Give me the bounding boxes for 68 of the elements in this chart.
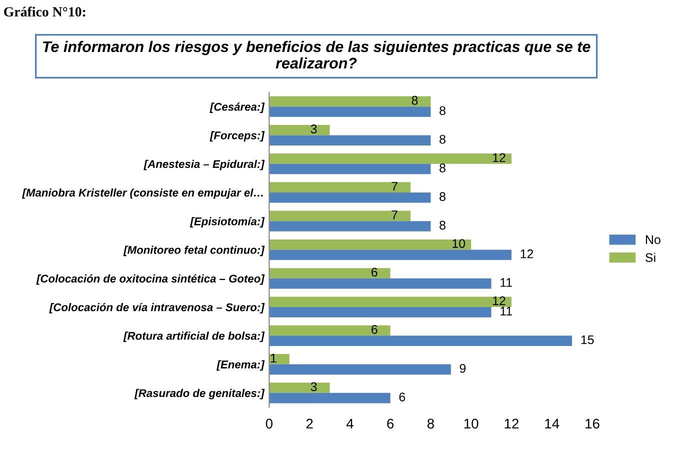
data-label: 15 — [581, 335, 594, 344]
data-label: 11 — [500, 278, 512, 287]
data-label: 6 — [372, 325, 378, 334]
bar — [269, 182, 411, 192]
bar — [269, 96, 431, 107]
bar — [269, 124, 330, 136]
data-label: 9 — [460, 364, 466, 373]
bar — [269, 354, 290, 364]
x-tick-label: 14 — [545, 418, 560, 428]
y-tick-label: [Colocación de oxitocina sintética – Goteo] — [36, 274, 265, 285]
bar — [269, 296, 512, 308]
chart-title: Te informaron los riesgos y beneficios de las siguientes practicas que se te realizaron? — [43, 40, 590, 69]
data-label: 8 — [440, 192, 446, 201]
data-label: 1 — [270, 354, 276, 362]
data-label: 6 — [372, 268, 378, 277]
y-tick-label: [Rasurado de genitales:] — [134, 388, 265, 400]
bar — [269, 154, 512, 164]
bar — [269, 382, 330, 393]
x-tick-label: 4 — [346, 418, 354, 428]
y-tick-label: [Enema:] — [216, 360, 265, 371]
data-label: 8 — [440, 134, 446, 144]
x-tick-label: 16 — [586, 418, 600, 429]
bar — [269, 364, 451, 375]
data-label: 3 — [310, 382, 317, 392]
data-label: 12 — [492, 296, 506, 306]
data-label: 8 — [440, 220, 446, 230]
bar — [269, 192, 431, 203]
y-tick-label: [Episiotomía:] — [190, 217, 265, 228]
data-label: 12 — [492, 153, 506, 162]
y-tick-label: [Colocación de vía intravenosa – Suero:] — [49, 302, 265, 314]
data-label: 11 — [500, 306, 512, 316]
bar — [269, 250, 512, 260]
data-label: 8 — [440, 106, 446, 116]
x-tick-label: 8 — [427, 418, 434, 429]
bar — [269, 268, 390, 278]
data-label: 12 — [520, 249, 534, 258]
y-tick-label: [Forceps:] — [210, 131, 265, 142]
x-tick-label: 12 — [504, 418, 519, 428]
bar — [269, 164, 431, 174]
data-label: 7 — [392, 182, 398, 191]
y-tick-label: [Anestesia – Epidural:] — [144, 160, 265, 170]
text: Gráfico N°10: — [4, 6, 86, 17]
x-tick-label: 0 — [266, 418, 273, 429]
bar — [269, 210, 411, 222]
bar — [269, 221, 431, 232]
bar — [269, 392, 390, 404]
data-label: 8 — [412, 96, 418, 105]
bar — [269, 307, 492, 318]
bar — [269, 135, 431, 146]
data-label: 3 — [310, 124, 317, 134]
x-tick-label: 10 — [464, 418, 478, 429]
bar — [269, 239, 472, 250]
x-tick-label: 2 — [306, 418, 313, 428]
bar — [269, 278, 492, 289]
legend-label: Si — [646, 252, 656, 262]
data-label: 7 — [392, 210, 398, 220]
y-tick-label: [Maniobra Kristeller (consiste en empujar el… — [22, 188, 263, 199]
data-label: 10 — [452, 239, 466, 248]
x-tick-label: 6 — [387, 418, 394, 429]
bar — [269, 325, 390, 336]
bar — [269, 336, 572, 346]
y-tick-label: [Cesárea:] — [210, 102, 265, 113]
data-label: 8 — [440, 164, 446, 172]
data-label: 6 — [399, 392, 406, 402]
bar — [269, 106, 431, 117]
y-tick-label: [Monitoreo fetal continuo:] — [123, 246, 265, 256]
legend-label: No — [646, 235, 660, 244]
y-tick-label: [Rotura artificial de bolsa:] — [123, 332, 265, 342]
